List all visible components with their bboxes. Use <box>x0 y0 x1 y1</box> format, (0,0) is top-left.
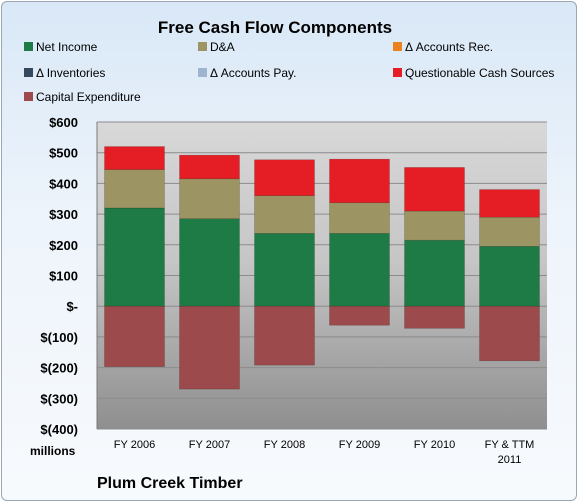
x-tick-label: FY 2006 <box>114 439 155 451</box>
y-tick-label: $400 <box>49 176 78 191</box>
y-tick-label: $(200) <box>40 361 78 376</box>
legend-label: Δ Accounts Rec. <box>405 40 493 54</box>
x-tick-label: FY & TTM 2011 <box>485 439 535 466</box>
bar-segment <box>479 189 540 218</box>
units-label: millions <box>30 444 76 458</box>
y-tick-label: $300 <box>49 207 78 222</box>
legend-swatch <box>393 42 402 51</box>
legend-swatch <box>24 68 33 77</box>
x-tick-label: FY 2008 <box>264 439 305 451</box>
bar-segment <box>329 233 390 307</box>
bar-segment <box>404 305 465 329</box>
chart-caption: Plum Creek Timber <box>97 475 243 492</box>
bar-segment <box>329 158 390 204</box>
x-tick-label: FY 2010 <box>414 439 455 451</box>
bar-segment <box>104 207 165 307</box>
legend: Net Income D&A Δ Accounts Rec. Δ Inventorie… <box>24 40 554 104</box>
bar-segment <box>254 305 315 366</box>
chart-title: Free Cash Flow Components <box>158 18 392 37</box>
legend-label: Questionable Cash Sources <box>405 66 554 80</box>
bar-segment <box>179 218 240 307</box>
legend-label: D&A <box>210 40 235 54</box>
legend-swatch <box>24 42 33 51</box>
y-tick-label: $(100) <box>40 330 78 345</box>
bar-segment <box>254 159 315 196</box>
bar-segment <box>404 167 465 212</box>
bar-segment <box>179 154 240 180</box>
y-tick-label: $600 <box>49 115 78 130</box>
y-tick-label: $(300) <box>40 391 78 406</box>
bar-segment <box>479 216 540 247</box>
legend-swatch <box>198 42 207 51</box>
bar-segment <box>479 246 540 307</box>
y-tick-label: $200 <box>49 238 78 253</box>
y-tick-label: $500 <box>49 146 78 161</box>
legend-swatch <box>393 68 402 77</box>
y-tick-label: $(400) <box>40 422 78 437</box>
legend-swatch <box>198 68 207 77</box>
legend-label: Δ Inventories <box>36 66 105 80</box>
legend-label: Capital Expenditure <box>36 90 141 104</box>
bar-segment <box>179 305 240 390</box>
bar-segment <box>104 305 165 367</box>
gridlines <box>97 121 547 430</box>
bar-segment <box>404 239 465 307</box>
bar-segment <box>254 233 315 307</box>
bar-segment <box>179 178 240 220</box>
y-axis: $600 $500 $400 $300 $200 $100 $- $(100) $(200) $(… <box>40 115 98 437</box>
bar-segment <box>104 169 165 209</box>
bar-segment <box>104 146 165 170</box>
legend-swatch <box>24 92 33 101</box>
legend-label: Δ Accounts Pay. <box>210 66 297 80</box>
legend-label: Net Income <box>36 40 98 54</box>
y-tick-label: $100 <box>49 269 78 284</box>
x-tick-label: FY 2007 <box>189 439 230 451</box>
x-axis: FY 2006 FY 2007 FY 2008 FY 2009 FY 2010 FY & … <box>114 439 535 466</box>
bar-segment <box>329 305 390 326</box>
bar-segment <box>329 202 390 234</box>
bar-segment <box>479 305 540 362</box>
y-tick-label: $- <box>66 299 78 314</box>
bar-segment <box>254 195 315 234</box>
bars <box>104 146 540 390</box>
bar-segment <box>404 210 465 241</box>
x-tick-label: FY 2009 <box>339 439 380 451</box>
